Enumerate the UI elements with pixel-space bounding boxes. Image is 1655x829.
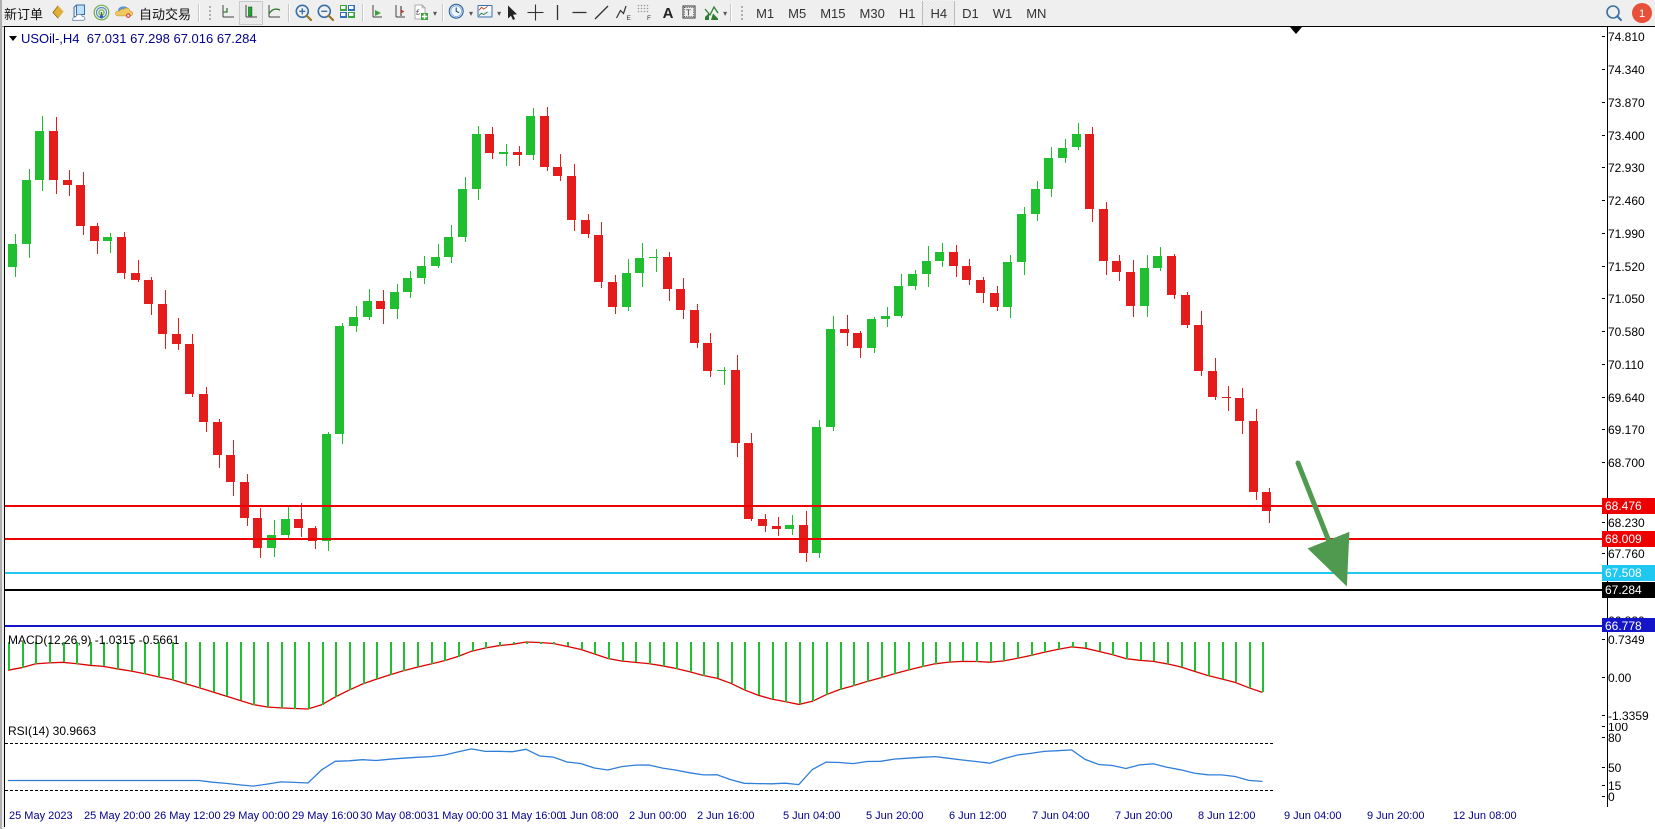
svg-text:1: 1 [1639,8,1645,20]
svg-text:£: £ [416,10,420,17]
svg-text:E: E [627,15,632,22]
svg-text:F: F [647,15,651,22]
svg-text:T: T [686,8,691,18]
